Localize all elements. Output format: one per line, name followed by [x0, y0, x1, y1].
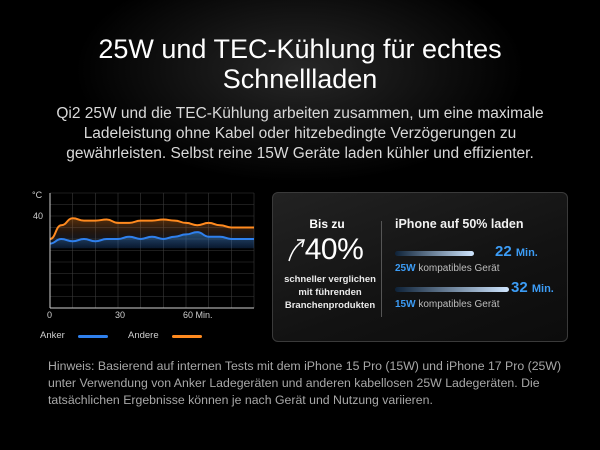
x-tick-label: 0	[47, 310, 52, 320]
label-25w: 25W kompatibles Gerät	[395, 263, 500, 274]
page-title: 25W und TEC-Kühlung für echtes Schnellla…	[98, 34, 502, 94]
series-line-anker	[49, 231, 254, 245]
arrow-up-icon	[288, 239, 305, 262]
background-glow	[0, 0, 600, 200]
footnote: Hinweis: Basierend auf internen Tests mi…	[48, 359, 562, 407]
bis-zu-label: Bis zu	[309, 217, 345, 231]
card-divider	[381, 221, 382, 317]
page-description: Qi2 25W und die TEC-Kühlung arbeiten zus…	[56, 105, 544, 162]
y-axis-unit: °C	[32, 190, 43, 200]
label-15w: 15W kompatibles Gerät	[395, 299, 500, 310]
faster-text: schneller verglichen mit führenden Branc…	[284, 274, 376, 311]
time-15w: 32 Min.	[511, 279, 554, 296]
series-line-andere	[49, 217, 254, 240]
legend-line-andere	[172, 335, 202, 338]
y-tick-label: 40	[33, 211, 43, 221]
x-tick-label: 30	[115, 310, 125, 320]
right-title: iPhone auf 50% laden	[395, 217, 524, 231]
legend-label-andere: Andere	[128, 330, 159, 341]
anker-area	[50, 232, 254, 249]
legend-line-anker	[78, 335, 108, 338]
chart-grid	[49, 192, 255, 308]
bar-15w	[395, 287, 509, 292]
percent-value: 40%	[304, 233, 364, 266]
x-tick-label: 60 Min.	[183, 310, 213, 320]
legend-label-anker: Anker	[40, 330, 65, 341]
temperature-chart: °C 0 30 60 Min. 40	[32, 190, 255, 320]
bar-25w	[395, 251, 474, 256]
comparison-card: Bis zu 40% schneller verglichen mit führ…	[272, 192, 568, 342]
time-25w: 22 Min.	[495, 243, 538, 260]
